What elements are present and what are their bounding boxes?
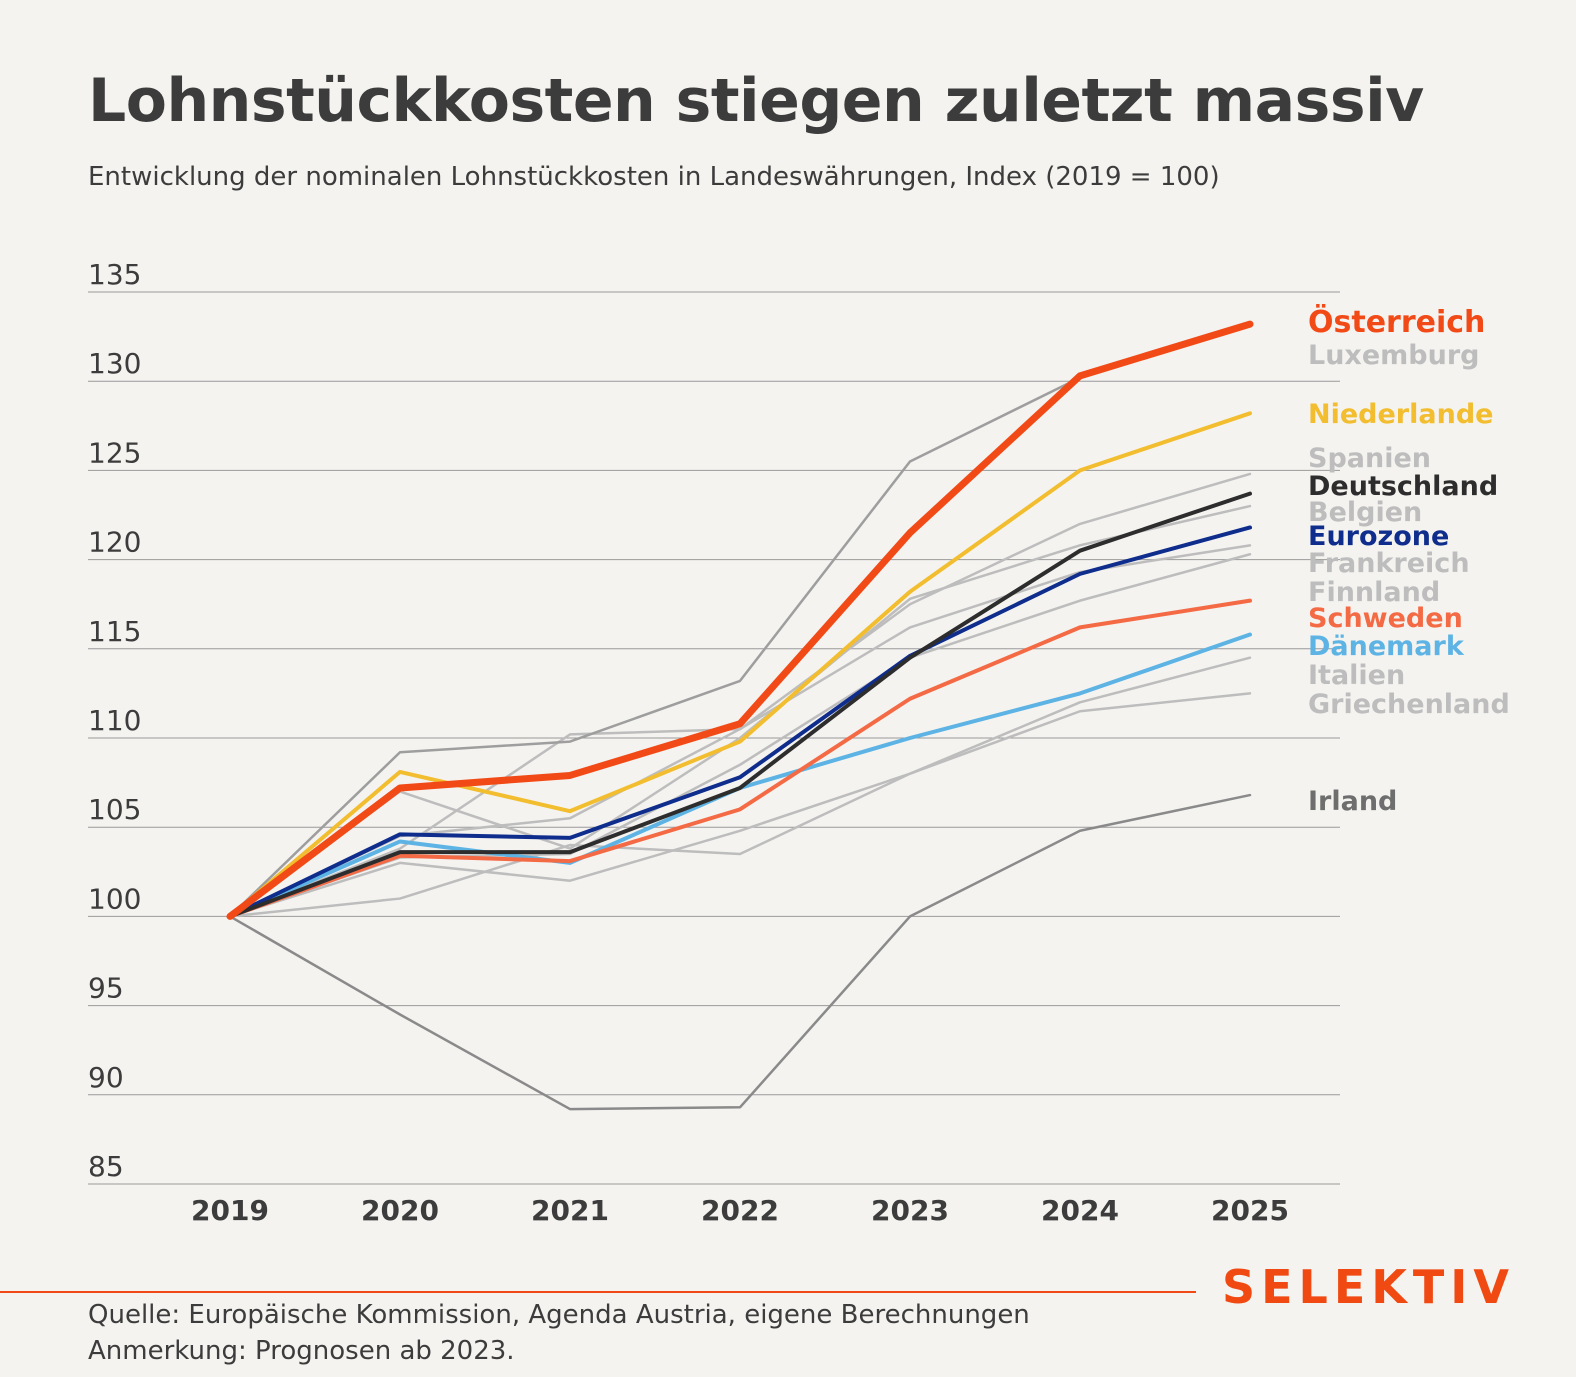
chart-subtitle: Entwicklung der nominalen Lohnstückkoste… [88,162,1220,192]
y-tick-label: 120 [88,526,141,559]
series-line-italien [228,656,1252,918]
series-label-österreich: Österreich [1308,303,1485,340]
x-tick-label: 2022 [701,1194,779,1227]
x-tick-label: 2023 [871,1194,949,1227]
y-tick-label: 115 [88,615,141,648]
x-tick-label: 2024 [1041,1194,1119,1227]
series-line-österreich [226,320,1254,920]
series-line-niederlande [228,411,1252,919]
series-line-schweden [228,598,1252,919]
y-tick-label: 100 [88,882,141,915]
y-tick-label: 105 [88,793,141,826]
series-lines [226,320,1254,1111]
series-label-irland: Irland [1308,786,1397,817]
y-tick-label: 90 [88,1061,124,1094]
series-label-finnland: Finnland [1308,577,1440,608]
series-label-eurozone: Eurozone [1308,521,1449,552]
chart-title: Lohnstückkosten stiegen zuletzt massiv [88,66,1424,136]
y-tick-label: 135 [88,258,141,291]
y-tick-label: 110 [88,704,141,737]
x-tick-label: 2021 [531,1194,609,1227]
y-tick-label: 125 [88,436,141,469]
y-axis: 135 130 125 120 115 110 105 100 95 90 85 [88,258,141,1183]
series-line-griechenland [228,692,1252,918]
series-line-spanien [228,472,1252,918]
series-label-dänemark: Dänemark [1308,631,1465,662]
footer-divider [0,1291,1196,1293]
series-line-deutschland [228,491,1252,919]
forecast-note: Anmerkung: Prognosen ab 2023. [88,1336,515,1366]
x-axis: 2019 2020 2021 2022 2023 2024 2025 [191,1194,1289,1227]
gridlines [88,291,1340,1185]
series-label-schweden: Schweden [1308,603,1463,634]
brand-logo: SELEKTIV [1222,1260,1516,1314]
y-tick-label: 85 [88,1150,124,1183]
series-line-luxemburg [228,376,1082,918]
x-tick-label: 2020 [361,1194,439,1227]
series-label-deutschland: Deutschland [1308,471,1498,502]
series-line-irland [228,793,1252,1111]
x-tick-label: 2019 [191,1194,269,1227]
series-line-eurozone [228,525,1252,919]
series-label-frankreich: Frankreich [1308,548,1470,579]
series-label-luxemburg: Luxemburg [1308,340,1479,371]
series-label-spanien: Spanien [1308,443,1431,474]
x-tick-label: 2025 [1211,1194,1289,1227]
series-label-belgien: Belgien [1308,497,1422,528]
series-label-griechenland: Griechenland [1308,689,1510,720]
y-tick-label: 130 [88,347,141,380]
series-label-italien: Italien [1308,660,1405,691]
series-label-niederlande: Niederlande [1308,399,1493,430]
source-note: Quelle: Europäische Kommission, Agenda A… [88,1300,1030,1330]
y-tick-label: 95 [88,972,124,1005]
